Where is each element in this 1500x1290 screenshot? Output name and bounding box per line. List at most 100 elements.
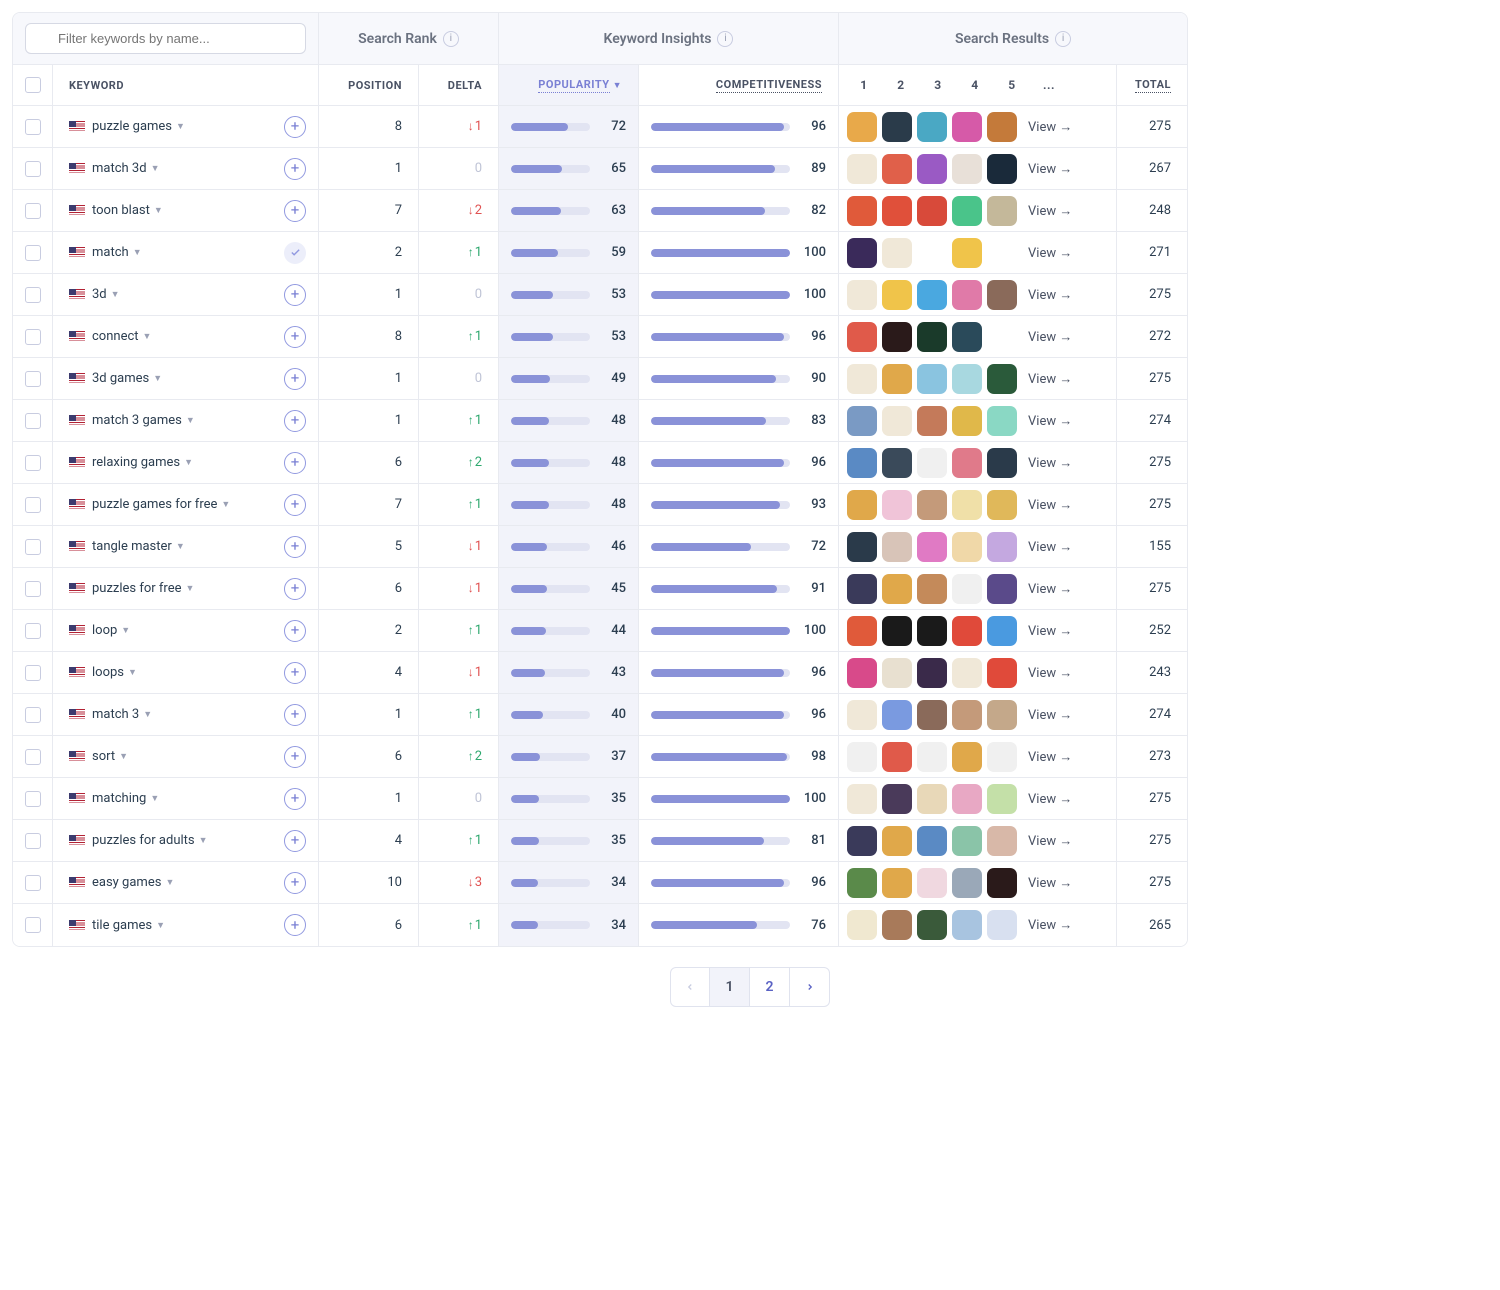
chevron-down-icon[interactable]: ▼ (186, 583, 195, 594)
filter-input[interactable] (25, 23, 306, 54)
view-link[interactable]: View → (1028, 455, 1072, 471)
row-checkbox[interactable] (25, 707, 41, 723)
app-icon[interactable] (882, 196, 912, 226)
chevron-down-icon[interactable]: ▼ (121, 625, 130, 636)
app-icon[interactable] (952, 532, 982, 562)
add-button[interactable]: + (284, 662, 306, 684)
row-checkbox[interactable] (25, 917, 41, 933)
add-button[interactable]: + (284, 746, 306, 768)
app-icon[interactable] (917, 532, 947, 562)
chevron-down-icon[interactable]: ▼ (221, 499, 230, 510)
app-icon[interactable] (917, 490, 947, 520)
app-icon[interactable] (987, 826, 1017, 856)
col-keyword[interactable]: KEYWORD (53, 65, 319, 105)
app-icon[interactable] (847, 196, 877, 226)
app-icon[interactable] (987, 910, 1017, 940)
app-icon[interactable] (847, 868, 877, 898)
view-link[interactable]: View → (1028, 917, 1072, 933)
keyword-text[interactable]: matching (92, 791, 146, 806)
app-icon[interactable] (917, 196, 947, 226)
app-icon[interactable] (987, 658, 1017, 688)
row-checkbox[interactable] (25, 581, 41, 597)
keyword-text[interactable]: match 3 games (92, 413, 182, 428)
app-icon[interactable] (882, 658, 912, 688)
app-icon[interactable] (952, 364, 982, 394)
chevron-down-icon[interactable]: ▼ (153, 373, 162, 384)
app-icon[interactable] (987, 868, 1017, 898)
app-icon[interactable] (952, 700, 982, 730)
chevron-down-icon[interactable]: ▼ (151, 163, 160, 174)
keyword-text[interactable]: toon blast (92, 203, 150, 218)
row-checkbox[interactable] (25, 371, 41, 387)
app-icon[interactable] (847, 658, 877, 688)
app-icon[interactable] (882, 700, 912, 730)
app-icon[interactable] (987, 448, 1017, 478)
app-icon[interactable] (847, 700, 877, 730)
keyword-text[interactable]: 3d (92, 287, 107, 302)
view-link[interactable]: View → (1028, 371, 1072, 387)
checkbox-all[interactable] (25, 77, 41, 93)
app-icon[interactable] (847, 154, 877, 184)
app-icon[interactable] (882, 448, 912, 478)
row-checkbox[interactable] (25, 413, 41, 429)
app-icon[interactable] (987, 112, 1017, 142)
view-link[interactable]: View → (1028, 329, 1072, 345)
chevron-down-icon[interactable]: ▼ (143, 709, 152, 720)
view-link[interactable]: View → (1028, 539, 1072, 555)
app-icon[interactable] (847, 322, 877, 352)
row-checkbox[interactable] (25, 749, 41, 765)
view-link[interactable]: View → (1028, 707, 1072, 723)
info-icon[interactable]: i (1055, 31, 1071, 47)
add-button[interactable]: + (284, 830, 306, 852)
app-icon[interactable] (952, 616, 982, 646)
app-icon[interactable] (987, 616, 1017, 646)
app-icon[interactable] (847, 784, 877, 814)
app-icon[interactable] (952, 322, 982, 352)
keyword-text[interactable]: 3d games (92, 371, 149, 386)
app-icon[interactable] (917, 322, 947, 352)
keyword-text[interactable]: puzzles for free (92, 581, 182, 596)
app-icon[interactable] (882, 406, 912, 436)
info-icon[interactable]: i (717, 31, 733, 47)
app-icon[interactable] (847, 406, 877, 436)
app-icon[interactable] (882, 280, 912, 310)
app-icon[interactable] (917, 658, 947, 688)
view-link[interactable]: View → (1028, 161, 1072, 177)
col-popularity[interactable]: POPULARITY▼ (499, 65, 639, 105)
app-icon[interactable] (917, 280, 947, 310)
app-icon[interactable] (952, 154, 982, 184)
view-link[interactable]: View → (1028, 833, 1072, 849)
app-icon[interactable] (952, 490, 982, 520)
app-icon[interactable] (882, 784, 912, 814)
row-checkbox[interactable] (25, 539, 41, 555)
app-icon[interactable] (847, 280, 877, 310)
row-checkbox[interactable] (25, 287, 41, 303)
col-position[interactable]: POSITION (319, 65, 419, 105)
add-button[interactable]: + (284, 284, 306, 306)
chevron-down-icon[interactable]: ▼ (165, 877, 174, 888)
app-icon[interactable] (987, 490, 1017, 520)
app-icon[interactable] (882, 826, 912, 856)
chevron-down-icon[interactable]: ▼ (150, 793, 159, 804)
app-icon[interactable] (952, 742, 982, 772)
add-button[interactable]: + (284, 410, 306, 432)
row-checkbox[interactable] (25, 455, 41, 471)
row-checkbox[interactable] (25, 203, 41, 219)
app-icon[interactable] (952, 658, 982, 688)
chevron-down-icon[interactable]: ▼ (133, 247, 142, 258)
row-checkbox[interactable] (25, 623, 41, 639)
app-icon[interactable] (847, 742, 877, 772)
app-icon[interactable] (917, 406, 947, 436)
app-icon[interactable] (987, 784, 1017, 814)
app-icon[interactable] (882, 490, 912, 520)
keyword-text[interactable]: puzzles for adults (92, 833, 195, 848)
view-link[interactable]: View → (1028, 623, 1072, 639)
app-icon[interactable] (847, 364, 877, 394)
app-icon[interactable] (882, 574, 912, 604)
add-button[interactable]: + (284, 368, 306, 390)
app-icon[interactable] (987, 532, 1017, 562)
view-link[interactable]: View → (1028, 665, 1072, 681)
app-icon[interactable] (987, 574, 1017, 604)
app-icon[interactable] (917, 154, 947, 184)
app-icon[interactable] (987, 322, 1017, 352)
